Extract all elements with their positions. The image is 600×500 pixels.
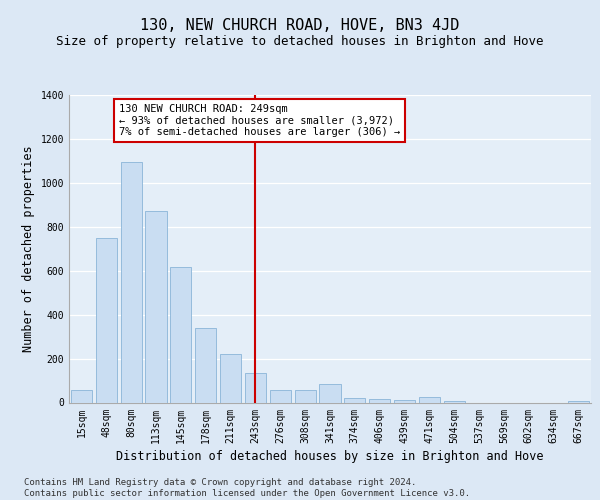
Text: 130 NEW CHURCH ROAD: 249sqm
← 93% of detached houses are smaller (3,972)
7% of s: 130 NEW CHURCH ROAD: 249sqm ← 93% of det… — [119, 104, 400, 137]
Text: Contains HM Land Registry data © Crown copyright and database right 2024.
Contai: Contains HM Land Registry data © Crown c… — [24, 478, 470, 498]
Bar — [295, 390, 316, 402]
Bar — [419, 397, 440, 402]
Bar — [344, 398, 365, 402]
Bar — [394, 400, 415, 402]
Text: 130, NEW CHURCH ROAD, HOVE, BN3 4JD: 130, NEW CHURCH ROAD, HOVE, BN3 4JD — [140, 18, 460, 32]
Bar — [220, 354, 241, 403]
Bar — [369, 399, 390, 402]
Bar — [96, 238, 117, 402]
Bar — [245, 373, 266, 402]
Text: Size of property relative to detached houses in Brighton and Hove: Size of property relative to detached ho… — [56, 35, 544, 48]
Y-axis label: Number of detached properties: Number of detached properties — [22, 146, 35, 352]
X-axis label: Distribution of detached houses by size in Brighton and Hove: Distribution of detached houses by size … — [116, 450, 544, 462]
Bar — [195, 328, 216, 402]
Bar — [270, 390, 291, 402]
Bar — [121, 162, 142, 402]
Bar — [71, 390, 92, 402]
Bar — [145, 212, 167, 402]
Bar — [170, 268, 191, 402]
Bar — [319, 384, 341, 402]
